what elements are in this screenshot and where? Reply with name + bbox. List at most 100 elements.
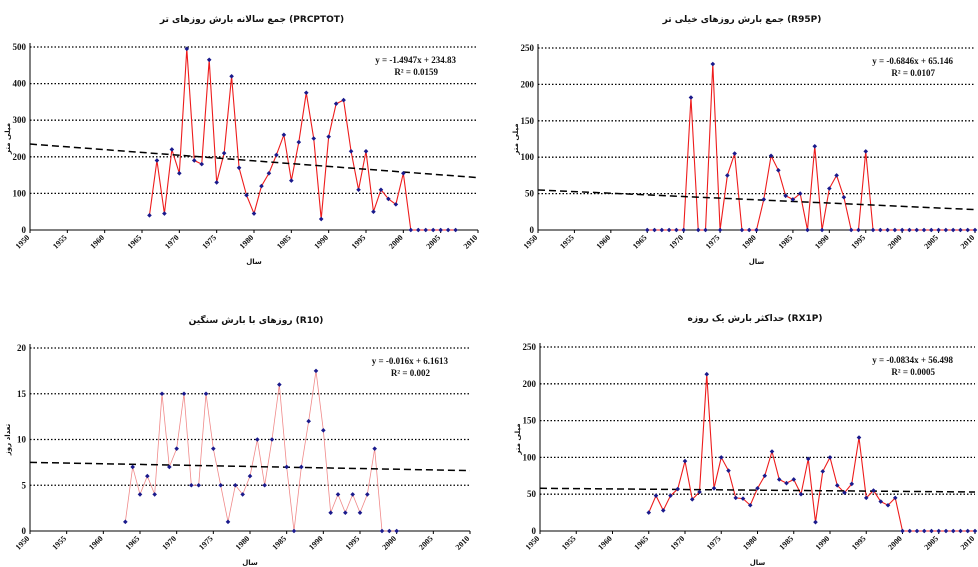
data-point [255,437,260,442]
y-tick-label: 50 [527,489,537,499]
data-point [274,152,279,158]
data-point [762,473,768,479]
data-point [791,477,797,482]
data-point [152,492,157,497]
data-point [378,187,384,193]
data-point [761,197,767,202]
data-point [169,147,175,152]
trend-line [29,461,471,472]
data-point [739,227,745,233]
data-point [725,173,730,178]
x-axis-label: سال [242,559,258,567]
data-point [768,153,774,159]
data-point [328,510,333,515]
data-point [848,227,854,233]
data-point [356,187,361,193]
data-point [244,192,249,198]
data-point [746,227,752,233]
data-point [130,464,135,470]
data-point [281,132,287,138]
data-point [755,486,760,491]
data-point [240,492,245,497]
x-tick-label: 1990 [307,534,325,552]
x-tick-label: 1955 [560,534,578,552]
data-point [137,492,143,497]
data-point [878,227,883,233]
y-tick-label: 200 [521,79,535,89]
data-point [184,46,190,52]
data-point [733,495,739,501]
data-point [776,477,782,482]
x-tick-label: 1985 [275,233,293,251]
r-squared: R² = 0.002 [391,368,431,378]
data-point [834,483,840,488]
trend-equation: y = -0.016x + 6.1613 [372,356,449,366]
data-point [162,211,167,216]
x-tick-label: 2005 [417,534,435,552]
data-point [251,211,257,216]
x-tick-label: 2010 [959,233,977,251]
data-point [218,482,223,488]
x-tick-label: 2010 [454,534,472,552]
data-point [820,469,826,474]
data-point [675,486,681,492]
x-tick-label: 1980 [740,233,758,251]
data-point [929,528,934,534]
x-tick-label: 1965 [632,534,650,552]
y-tick-label: 400 [13,79,27,89]
data-point [689,497,695,502]
y-tick-label: 250 [521,43,535,53]
data-point [827,455,833,460]
x-axis-label: سال [246,258,262,266]
data-point [430,227,436,233]
data-point [203,391,209,397]
chart-title: روزهای با بارش سنگین (R10) [189,314,324,326]
x-tick-label: 1950 [14,233,32,251]
data-point [296,139,302,145]
x-tick-label: 1985 [777,233,795,251]
data-point [653,493,659,498]
x-tick-label: 1965 [126,233,144,251]
data-point [711,486,717,491]
y-axis-label: میلی متر [512,123,520,155]
data-point [790,197,796,202]
data-point [732,151,737,156]
data-point [681,227,686,233]
x-tick-label: 1970 [160,534,178,552]
data-point [972,227,978,233]
x-tick-label: 1965 [631,233,649,251]
data-point [892,227,898,233]
data-point [870,227,876,233]
data-point [269,437,275,442]
y-axis-label: تعداد روز [4,423,12,456]
data-point [958,528,963,534]
data-point [247,473,253,479]
x-tick-label: 1980 [741,534,759,552]
data-point [965,227,971,233]
y-tick-label: 500 [13,42,27,52]
data-point [372,446,377,451]
x-tick-label: 2010 [462,233,480,251]
data-point [856,435,862,440]
data-point [769,449,775,454]
trend-line [537,189,976,211]
chart-title: جمع بارش روزهای خیلی تر (R95P) [662,15,822,25]
data-point [841,194,847,200]
data-point [438,227,443,233]
data-point [812,143,818,149]
data-point [259,183,264,189]
y-tick-label: 15 [17,389,27,399]
x-tick-label: 1950 [522,233,540,251]
x-tick-label: 1995 [350,233,368,251]
data-point [394,528,399,534]
data-point [289,178,294,183]
data-point [401,170,406,176]
data-point [652,227,657,233]
x-tick-label: 1985 [270,534,288,552]
data-point [214,180,219,185]
x-tick-label: 1960 [88,233,106,251]
data-point [445,227,451,233]
data-point [363,149,369,154]
trend-equation: y = -0.0834x + 56.498 [872,355,953,365]
y-tick-label: 0 [532,526,537,536]
